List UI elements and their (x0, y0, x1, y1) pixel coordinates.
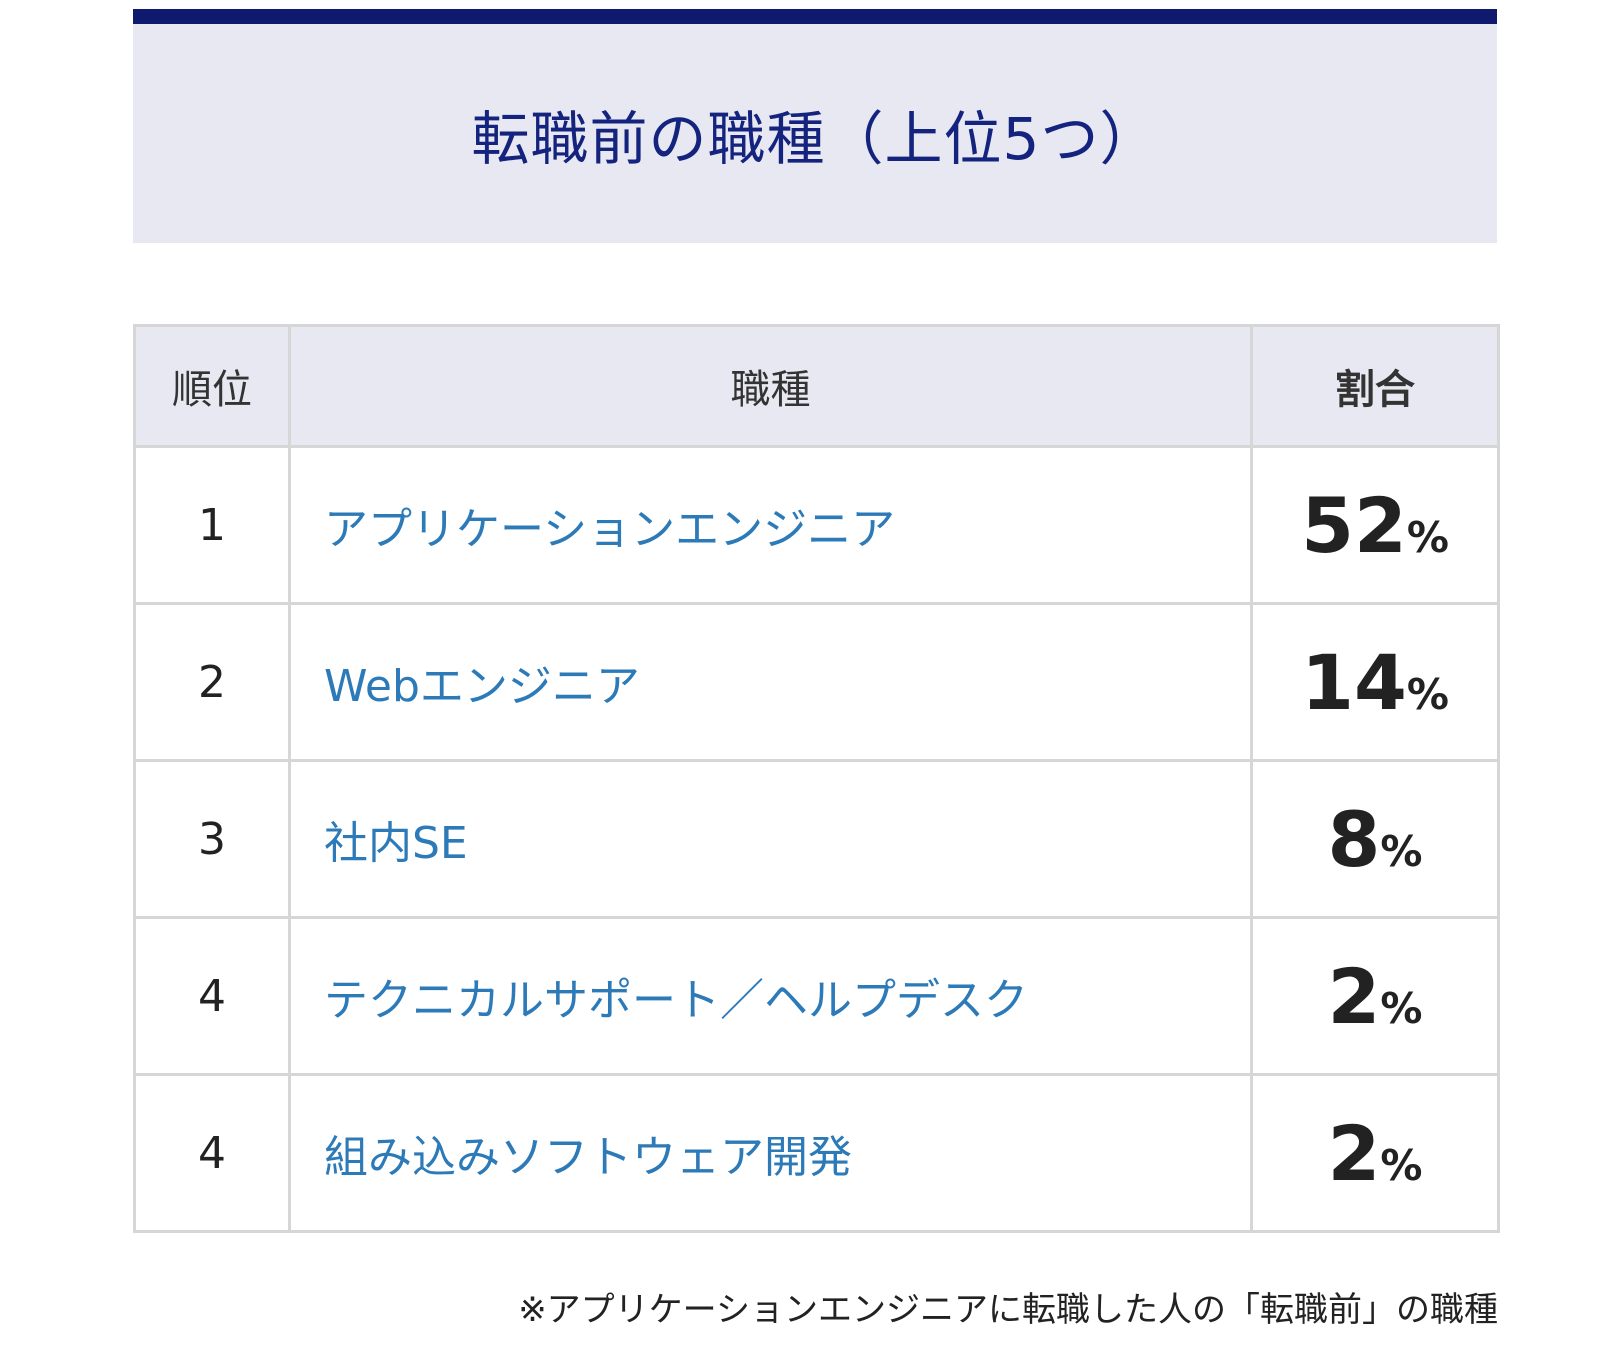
rank-cell: 1 (133, 445, 291, 605)
header-job: 職種 (288, 324, 1253, 448)
job-link[interactable]: テクニカルサポート／ヘルプデスク (288, 916, 1253, 1076)
job-link[interactable]: 社内SE (288, 759, 1253, 919)
table-row: 4 組み込みソフトウェア開発 2% (133, 1073, 1500, 1233)
table-row: 1 アプリケーションエンジニア 52% (133, 445, 1500, 605)
footnote: ※アプリケーションエンジニアに転職した人の「転職前」の職種 (518, 1290, 1498, 1330)
job-link[interactable]: アプリケーションエンジニア (288, 445, 1253, 605)
table-row: 3 社内SE 8% (133, 759, 1500, 919)
ratio-unit: % (1380, 983, 1423, 1033)
ratio-value: 2 (1327, 951, 1381, 1041)
rank-cell: 4 (133, 1073, 291, 1233)
title-banner: 転職前の職種（上位5つ） (133, 9, 1497, 243)
rank-cell: 2 (133, 602, 291, 762)
table-header-row: 順位 職種 割合 (133, 324, 1500, 448)
ratio-value: 52 (1301, 480, 1407, 570)
ratio-cell: 52% (1250, 445, 1500, 605)
job-link[interactable]: Webエンジニア (288, 602, 1253, 762)
ratio-unit: % (1406, 512, 1449, 562)
ratio-cell: 8% (1250, 759, 1500, 919)
rank-cell: 3 (133, 759, 291, 919)
table-row: 4 テクニカルサポート／ヘルプデスク 2% (133, 916, 1500, 1076)
job-link[interactable]: 組み込みソフトウェア開発 (288, 1073, 1253, 1233)
header-rank: 順位 (133, 324, 291, 448)
ratio-unit: % (1406, 669, 1449, 719)
ratio-cell: 2% (1250, 1073, 1500, 1233)
page-title: 転職前の職種（上位5つ） (471, 104, 1159, 173)
ratio-cell: 14% (1250, 602, 1500, 762)
rank-cell: 4 (133, 916, 291, 1076)
header-ratio: 割合 (1250, 324, 1500, 448)
ratio-value: 8 (1327, 794, 1381, 884)
ratio-cell: 2% (1250, 916, 1500, 1076)
table-row: 2 Webエンジニア 14% (133, 602, 1500, 762)
ratio-value: 14 (1301, 637, 1407, 727)
ratio-value: 2 (1327, 1108, 1381, 1198)
ratio-unit: % (1380, 1140, 1423, 1190)
ratio-unit: % (1380, 826, 1423, 876)
ranking-table: 順位 職種 割合 1 アプリケーションエンジニア 52% 2 Webエンジニア … (133, 324, 1500, 1233)
